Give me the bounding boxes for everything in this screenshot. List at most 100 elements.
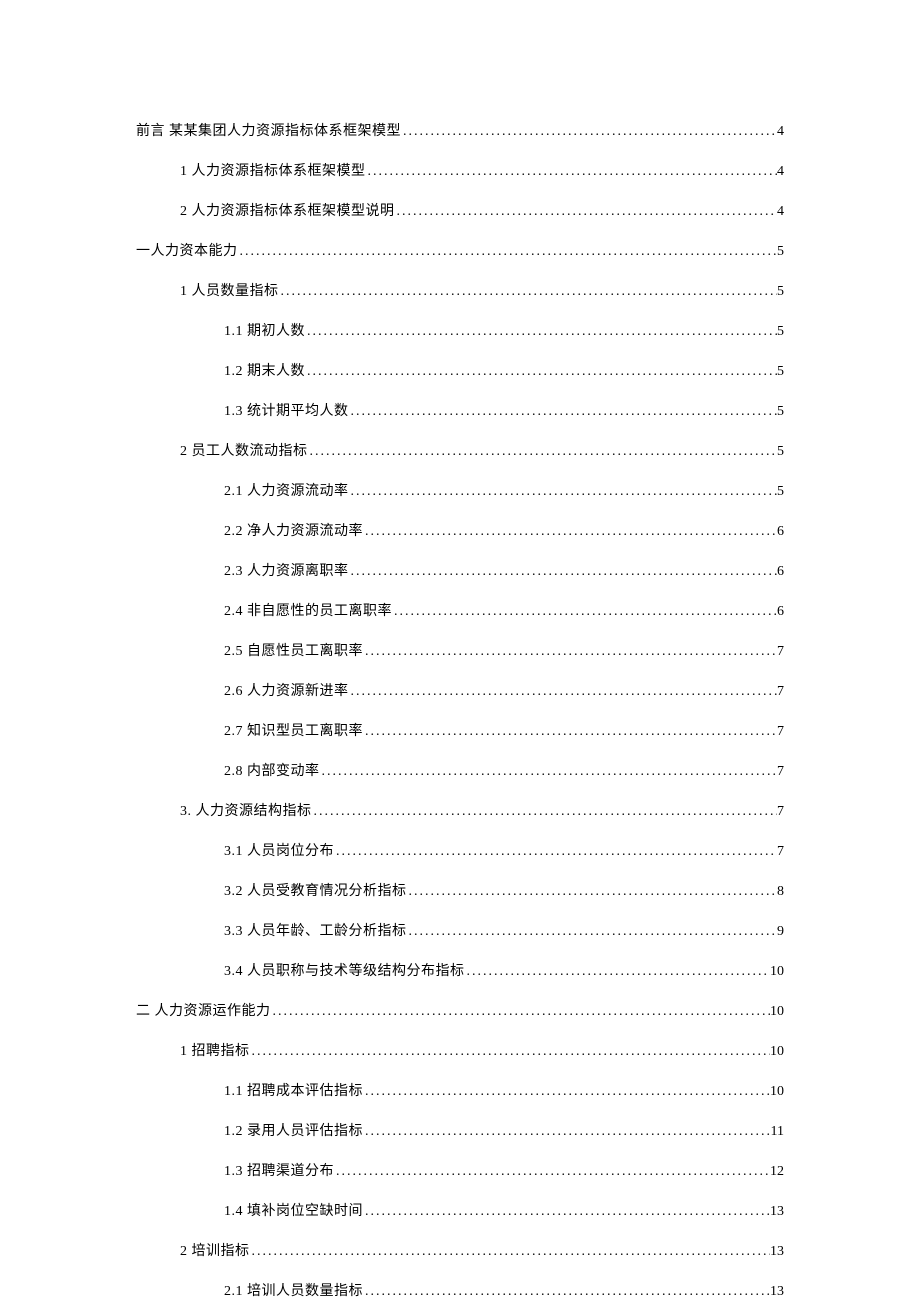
toc-entry-page: 7 — [777, 764, 784, 780]
toc-entry: 2 员工人数流动指标 5 — [180, 440, 784, 460]
toc-leader-dots — [305, 324, 777, 340]
toc-entry-page: 4 — [777, 164, 784, 180]
toc-entry: 2.1 培训人员数量指标 13 — [224, 1280, 784, 1300]
toc-entry-page: 13 — [770, 1204, 784, 1220]
toc-entry: 2.4 非自愿性的员工离职率 6 — [224, 600, 784, 620]
toc-entry-label: 2 培训指标 — [180, 1240, 250, 1260]
toc-leader-dots — [305, 364, 777, 380]
toc-leader-dots — [349, 404, 778, 420]
toc-entry-label: 1.2 录用人员评估指标 — [224, 1120, 363, 1140]
toc-entry-label: 3.4 人员职称与技术等级结构分布指标 — [224, 960, 465, 980]
toc-entry-page: 4 — [777, 204, 784, 220]
toc-entry: 2.2 净人力资源流动率6 — [224, 520, 784, 540]
toc-entry-label: 1 招聘指标 — [180, 1040, 250, 1060]
toc-leader-dots — [363, 1084, 770, 1100]
toc-entry: 3.4 人员职称与技术等级结构分布指标 10 — [224, 960, 784, 980]
toc-leader-dots — [363, 644, 777, 660]
toc-entry: 1.3 统计期平均人数5 — [224, 400, 784, 420]
toc-leader-dots — [395, 204, 778, 220]
toc-leader-dots — [250, 1244, 771, 1260]
toc-entry-page: 5 — [777, 284, 784, 300]
toc-entry-label: 3.1 人员岗位分布 — [224, 840, 334, 860]
toc-entry: 1.4 填补岗位空缺时间 13 — [224, 1200, 784, 1220]
toc-entry: 3. 人力资源结构指标7 — [180, 800, 784, 820]
toc-entry-page: 10 — [770, 964, 784, 980]
toc-entry-label: 2.6 人力资源新进率 — [224, 680, 349, 700]
toc-entry: 2.6 人力资源新进率 7 — [224, 680, 784, 700]
toc-leader-dots — [366, 164, 778, 180]
toc-entry: 2.8 内部变动率7 — [224, 760, 784, 780]
toc-entry: 2 人力资源指标体系框架模型说明 4 — [180, 200, 784, 220]
toc-leader-dots — [407, 924, 778, 940]
toc-leader-dots — [363, 1284, 770, 1300]
toc-entry-page: 8 — [777, 884, 784, 900]
toc-leader-dots — [363, 1124, 771, 1140]
toc-leader-dots — [407, 884, 778, 900]
toc-leader-dots — [401, 124, 777, 140]
toc-entry-label: 一人力资本能力 — [136, 240, 238, 260]
toc-entry: 3.3 人员年龄、工龄分析指标 9 — [224, 920, 784, 940]
toc-entry-page: 5 — [777, 444, 784, 460]
toc-entry-label: 2.1 培训人员数量指标 — [224, 1280, 363, 1300]
toc-entry: 3.1 人员岗位分布 7 — [224, 840, 784, 860]
toc-entry-label: 二 人力资源运作能力 — [136, 1000, 271, 1020]
toc-entry-label: 2.5 自愿性员工离职率 — [224, 640, 363, 660]
table-of-contents: 前言 某某集团人力资源指标体系框架模型41 人力资源指标体系框架模型42 人力资… — [136, 120, 784, 1300]
toc-entry: 3.2 人员受教育情况分析指标 8 — [224, 880, 784, 900]
toc-entry: 1.2 期末人数 5 — [224, 360, 784, 380]
toc-entry-label: 1 人力资源指标体系框架模型 — [180, 160, 366, 180]
toc-entry-page: 6 — [777, 564, 784, 580]
toc-entry-page: 5 — [777, 324, 784, 340]
toc-entry-label: 2 员工人数流动指标 — [180, 440, 308, 460]
toc-entry-page: 5 — [777, 364, 784, 380]
toc-entry-label: 2 人力资源指标体系框架模型说明 — [180, 200, 395, 220]
toc-leader-dots — [334, 844, 777, 860]
toc-leader-dots — [363, 724, 777, 740]
toc-entry-page: 13 — [770, 1284, 784, 1300]
toc-entry-label: 2.7 知识型员工离职率 — [224, 720, 363, 740]
toc-entry: 1 人力资源指标体系框架模型 4 — [180, 160, 784, 180]
toc-entry-label: 3.2 人员受教育情况分析指标 — [224, 880, 407, 900]
toc-leader-dots — [363, 1204, 770, 1220]
toc-entry-label: 3.3 人员年龄、工龄分析指标 — [224, 920, 407, 940]
toc-leader-dots — [349, 484, 778, 500]
toc-entry: 1 人员数量指标 5 — [180, 280, 784, 300]
toc-entry-label: 2.1 人力资源流动率 — [224, 480, 349, 500]
toc-entry-page: 10 — [770, 1084, 784, 1100]
toc-entry: 1 招聘指标10 — [180, 1040, 784, 1060]
toc-entry-page: 11 — [771, 1124, 784, 1140]
toc-entry-label: 2.4 非自愿性的员工离职率 — [224, 600, 392, 620]
toc-entry-page: 7 — [777, 724, 784, 740]
toc-entry: 1.2 录用人员评估指标 11 — [224, 1120, 784, 1140]
toc-entry: 一人力资本能力 5 — [136, 240, 784, 260]
toc-leader-dots — [271, 1004, 771, 1020]
toc-entry-label: 1.4 填补岗位空缺时间 — [224, 1200, 363, 1220]
toc-entry-label: 1 人员数量指标 — [180, 280, 279, 300]
toc-leader-dots — [349, 684, 778, 700]
toc-entry-label: 1.2 期末人数 — [224, 360, 305, 380]
toc-leader-dots — [349, 564, 778, 580]
toc-leader-dots — [320, 764, 778, 780]
toc-entry: 二 人力资源运作能力 10 — [136, 1000, 784, 1020]
toc-entry: 1.1 期初人数5 — [224, 320, 784, 340]
toc-entry-page: 7 — [777, 844, 784, 860]
toc-entry-label: 2.3 人力资源离职率 — [224, 560, 349, 580]
toc-entry-page: 5 — [777, 244, 784, 260]
toc-entry: 2.5 自愿性员工离职率7 — [224, 640, 784, 660]
toc-leader-dots — [238, 244, 778, 260]
toc-entry-page: 5 — [777, 404, 784, 420]
toc-entry-page: 6 — [777, 604, 784, 620]
toc-entry: 2.1 人力资源流动率5 — [224, 480, 784, 500]
toc-entry: 1.1 招聘成本评估指标10 — [224, 1080, 784, 1100]
toc-entry-page: 7 — [777, 804, 784, 820]
toc-entry-page: 10 — [770, 1004, 784, 1020]
toc-entry-page: 7 — [777, 684, 784, 700]
toc-leader-dots — [312, 804, 778, 820]
toc-entry-page: 9 — [777, 924, 784, 940]
toc-leader-dots — [465, 964, 771, 980]
toc-entry-page: 4 — [777, 124, 784, 140]
toc-leader-dots — [334, 1164, 770, 1180]
toc-entry-page: 12 — [770, 1164, 784, 1180]
toc-entry: 2 培训指标13 — [180, 1240, 784, 1260]
toc-entry: 2.3 人力资源离职率 6 — [224, 560, 784, 580]
